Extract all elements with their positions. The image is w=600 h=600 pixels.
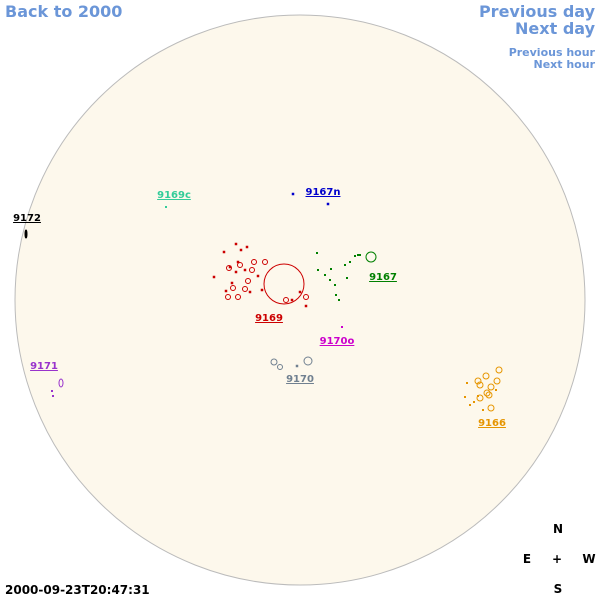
compass-east: E xyxy=(523,552,531,566)
sunspot xyxy=(303,356,313,366)
sunspot xyxy=(242,286,248,292)
sunspot xyxy=(338,299,340,301)
sunspot xyxy=(341,326,343,328)
sunspot xyxy=(230,281,234,285)
sunspot xyxy=(243,268,247,272)
back-link[interactable]: Back to 2000 xyxy=(5,2,122,21)
region-label[interactable]: 9171 xyxy=(30,361,58,372)
compass-west: W xyxy=(582,552,595,566)
sunspot xyxy=(495,389,497,391)
sunspot xyxy=(291,192,295,196)
sunspot xyxy=(344,264,346,266)
sunspot xyxy=(334,284,336,286)
sunspot xyxy=(304,304,308,308)
region-label[interactable]: 9169 xyxy=(255,313,283,324)
region-label[interactable]: 9167n xyxy=(306,187,341,198)
sunspot xyxy=(248,290,252,294)
region-label[interactable]: 9169c xyxy=(157,190,191,201)
region-label[interactable]: 9167 xyxy=(369,272,397,283)
sunspot xyxy=(277,364,283,370)
sunspot xyxy=(477,395,479,397)
sunspot xyxy=(482,372,490,380)
sunspot xyxy=(165,206,167,208)
sunspot xyxy=(224,289,228,293)
sunspot xyxy=(58,378,64,388)
sunspot xyxy=(349,261,351,263)
sunspot xyxy=(303,294,309,300)
sunspot xyxy=(251,259,257,265)
sunspot xyxy=(249,267,255,273)
sunspot xyxy=(330,268,332,270)
sunspot xyxy=(346,277,348,279)
region-label[interactable]: 9170o xyxy=(320,336,355,347)
sunspot xyxy=(487,404,495,412)
sunspot xyxy=(222,250,226,254)
sunspot xyxy=(466,382,468,384)
sunspot xyxy=(290,298,294,302)
sunspot xyxy=(270,358,278,366)
sunspot xyxy=(228,265,232,269)
sunspot xyxy=(234,270,238,274)
sunspot xyxy=(474,377,482,385)
sunspot xyxy=(335,294,337,296)
sunspots xyxy=(24,192,503,412)
compass-center: + xyxy=(552,552,562,566)
sunspot xyxy=(235,294,241,300)
sunspot xyxy=(473,401,475,403)
timestamp: 2000-09-23T20:47:31 xyxy=(5,583,150,597)
sunspot xyxy=(354,255,356,257)
solar-disk xyxy=(14,14,586,586)
sunspot xyxy=(359,254,361,256)
sunspot xyxy=(256,274,260,278)
sunspot xyxy=(365,251,377,263)
sunspot xyxy=(483,389,491,397)
sunspot xyxy=(237,262,243,268)
sunspot xyxy=(226,265,232,271)
sunspot xyxy=(225,294,231,300)
next-day-link[interactable]: Next day xyxy=(515,19,596,38)
sunspot xyxy=(464,396,466,398)
sunspot xyxy=(324,274,326,276)
sunspot xyxy=(298,290,302,294)
sunspot xyxy=(317,269,319,271)
sunspot xyxy=(262,259,268,265)
sunspot xyxy=(495,366,503,374)
sunspot xyxy=(234,242,238,246)
sunspot xyxy=(329,279,331,281)
region-label[interactable]: 9172 xyxy=(13,213,41,224)
compass-south: S xyxy=(554,582,563,596)
sunspot xyxy=(476,394,484,402)
sunspot xyxy=(476,381,484,389)
region-label[interactable]: 9170 xyxy=(286,374,314,385)
sunspot xyxy=(245,245,249,249)
sunspot xyxy=(245,278,251,284)
sunspot xyxy=(212,275,216,279)
sunspot xyxy=(357,254,359,256)
sunspot xyxy=(283,297,289,303)
next-hour-link[interactable]: Next hour xyxy=(534,58,596,71)
sunspot xyxy=(230,285,236,291)
sunspot xyxy=(260,288,264,292)
compass-north: N xyxy=(553,522,563,536)
previous-day-link[interactable]: Previous day xyxy=(479,2,596,21)
sunspot xyxy=(236,260,240,264)
sunspot xyxy=(316,252,318,254)
sunspot xyxy=(24,229,28,239)
sunspot xyxy=(482,409,484,411)
sunspot xyxy=(469,404,471,406)
sunspot xyxy=(52,395,54,397)
sunspot xyxy=(263,263,305,305)
sunspot xyxy=(485,391,493,399)
sunspot xyxy=(239,248,243,252)
sunspot xyxy=(295,364,299,368)
region-label[interactable]: 9166 xyxy=(478,418,506,429)
sunspot xyxy=(51,390,53,392)
sunspot xyxy=(493,377,501,385)
sunspot xyxy=(487,383,495,391)
sunspot xyxy=(326,202,330,206)
previous-hour-link[interactable]: Previous hour xyxy=(509,46,596,59)
